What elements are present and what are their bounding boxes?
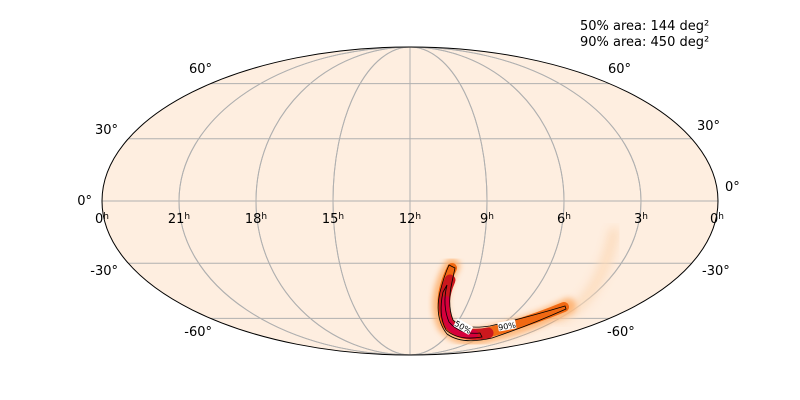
meridian-line [332, 47, 488, 355]
probability-region: 50% 90% [432, 227, 619, 345]
ra-label-12h: 12h [398, 212, 422, 227]
area-50-text: 50% area: 144 deg² [580, 19, 710, 34]
probability-peak [440, 296, 478, 339]
dec-label-right-m30: -30° [702, 264, 730, 279]
ra-label-0h: 0h [710, 212, 724, 227]
dec-label-right-30: 30° [697, 119, 721, 134]
dec-label-left-0: 0° [77, 194, 92, 209]
dec-label-left-m60: -60° [184, 325, 212, 340]
area-90-text: 90% area: 450 deg² [580, 35, 710, 50]
ra-label-24h: 0h [95, 212, 109, 227]
dec-label-right-0: 0° [725, 180, 740, 195]
graticule [102, 47, 718, 355]
ra-label-6h: 6h [557, 212, 571, 227]
dec-label-left-60: 60° [188, 62, 212, 77]
contour-label-90: 90% [497, 319, 517, 332]
dec-label-left-30: 30° [94, 123, 118, 138]
meridian-line [178, 47, 642, 355]
sky-outline [101, 46, 719, 356]
ra-label-21h: 21h [167, 212, 191, 227]
ra-label-9h: 9h [480, 212, 494, 227]
meridian-line [255, 47, 565, 355]
dec-label-left-m30: -30° [90, 264, 118, 279]
dec-label-right-60: 60° [608, 62, 632, 77]
ra-label-18h: 18h [244, 212, 268, 227]
dec-label-right-m60: -60° [607, 325, 635, 340]
ra-label-3h: 3h [634, 212, 648, 227]
contour-label-90-text: 90% [498, 320, 517, 332]
contour-50 [440, 284, 483, 339]
contour-90 [437, 264, 567, 342]
ra-label-15h: 15h [321, 212, 345, 227]
